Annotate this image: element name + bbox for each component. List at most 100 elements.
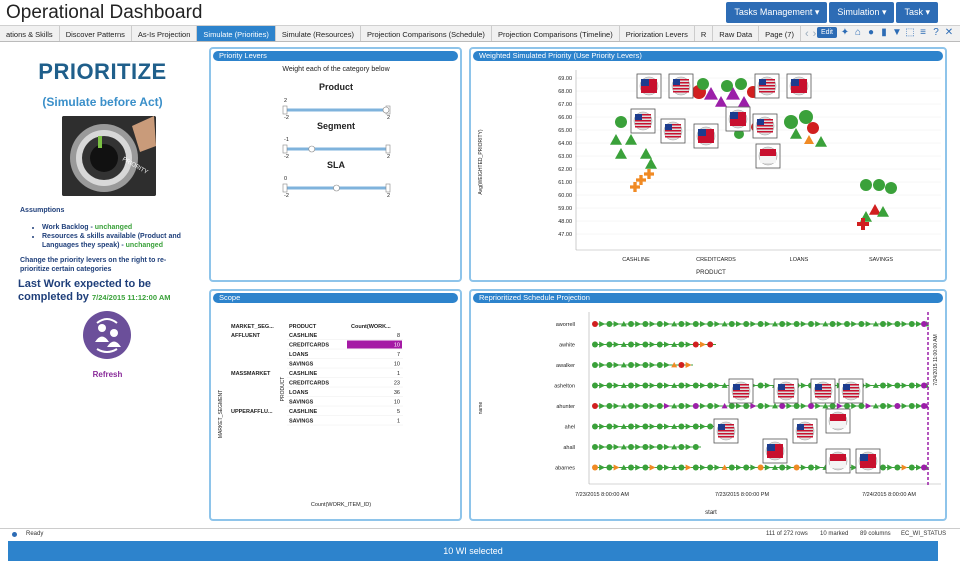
data-point[interactable] bbox=[851, 321, 858, 327]
data-point[interactable] bbox=[628, 464, 634, 471]
data-point[interactable] bbox=[671, 464, 678, 470]
flag-marker[interactable] bbox=[755, 143, 781, 169]
data-point[interactable] bbox=[606, 403, 613, 409]
data-point[interactable] bbox=[764, 321, 771, 327]
data-point[interactable] bbox=[901, 464, 908, 471]
data-point[interactable] bbox=[678, 382, 685, 389]
data-point[interactable] bbox=[707, 382, 714, 389]
data-point[interactable] bbox=[815, 321, 822, 327]
data-point[interactable] bbox=[908, 321, 915, 327]
data-point[interactable] bbox=[728, 403, 735, 409]
tab-item[interactable]: Raw Data bbox=[713, 26, 760, 41]
select-icon[interactable]: ⬚ bbox=[905, 26, 915, 38]
data-point[interactable] bbox=[908, 403, 915, 409]
data-point[interactable] bbox=[726, 87, 740, 100]
tab-item[interactable]: Projection Comparisons (Timeline) bbox=[492, 26, 620, 41]
tab-item[interactable]: Page (7) bbox=[759, 26, 801, 41]
flag-marker[interactable] bbox=[786, 73, 812, 99]
scope-count[interactable]: 7 bbox=[397, 352, 400, 358]
tab-item[interactable]: Simulate (Priorities) bbox=[197, 26, 276, 41]
data-point[interactable] bbox=[678, 321, 685, 327]
data-point[interactable] bbox=[671, 341, 678, 347]
data-point[interactable] bbox=[635, 444, 642, 450]
data-point[interactable] bbox=[592, 321, 598, 327]
data-point[interactable] bbox=[664, 464, 670, 471]
data-point[interactable] bbox=[685, 464, 692, 471]
scope-count[interactable]: 10 bbox=[394, 343, 400, 349]
data-point[interactable] bbox=[640, 148, 652, 159]
data-point[interactable] bbox=[615, 116, 627, 128]
data-point[interactable] bbox=[908, 464, 915, 471]
data-point[interactable] bbox=[707, 341, 714, 348]
data-point[interactable] bbox=[786, 464, 793, 471]
data-point[interactable] bbox=[700, 341, 706, 348]
data-point[interactable] bbox=[697, 78, 709, 90]
data-point[interactable] bbox=[743, 321, 750, 327]
data-point[interactable] bbox=[678, 444, 685, 450]
data-point[interactable] bbox=[685, 444, 692, 450]
data-point[interactable] bbox=[635, 464, 642, 471]
data-point[interactable] bbox=[880, 403, 886, 409]
data-point[interactable] bbox=[620, 341, 627, 347]
data-point[interactable] bbox=[599, 423, 606, 430]
flag-marker[interactable] bbox=[825, 408, 851, 434]
data-point[interactable] bbox=[613, 362, 620, 368]
data-point[interactable] bbox=[721, 80, 733, 92]
flag-marker[interactable] bbox=[725, 106, 751, 132]
data-point[interactable] bbox=[606, 321, 613, 327]
bookmark-icon[interactable]: ▮ bbox=[881, 26, 887, 38]
data-point[interactable] bbox=[620, 403, 627, 409]
data-point[interactable] bbox=[707, 321, 714, 327]
data-point[interactable] bbox=[671, 382, 678, 388]
data-point[interactable] bbox=[656, 444, 663, 450]
data-point[interactable] bbox=[592, 341, 598, 348]
data-point[interactable] bbox=[592, 362, 598, 368]
data-point[interactable] bbox=[721, 403, 728, 409]
data-point[interactable] bbox=[606, 444, 613, 450]
refresh-label[interactable]: Refresh bbox=[92, 370, 123, 379]
data-point[interactable] bbox=[592, 403, 598, 409]
data-point[interactable] bbox=[610, 134, 622, 145]
data-point[interactable] bbox=[685, 403, 692, 409]
data-point[interactable] bbox=[671, 321, 678, 327]
menu-icon[interactable]: ≡ bbox=[920, 26, 926, 38]
data-point[interactable] bbox=[692, 444, 699, 450]
data-point[interactable] bbox=[757, 464, 764, 471]
data-point[interactable] bbox=[606, 423, 613, 430]
data-point[interactable] bbox=[707, 464, 714, 471]
data-point[interactable] bbox=[613, 464, 620, 471]
help-icon[interactable]: ? bbox=[933, 26, 939, 38]
data-point[interactable] bbox=[649, 321, 656, 327]
data-point[interactable] bbox=[628, 382, 634, 389]
data-point[interactable] bbox=[628, 362, 634, 368]
flag-marker[interactable] bbox=[773, 378, 799, 404]
lever-thumb[interactable] bbox=[333, 184, 340, 192]
data-point[interactable] bbox=[678, 362, 685, 368]
data-point[interactable] bbox=[800, 321, 807, 327]
user-icon[interactable]: ● bbox=[867, 26, 875, 38]
data-point[interactable] bbox=[613, 382, 620, 389]
flag-marker[interactable] bbox=[855, 448, 881, 474]
data-point[interactable] bbox=[793, 321, 800, 327]
data-point[interactable] bbox=[656, 362, 663, 368]
data-point[interactable] bbox=[613, 341, 620, 348]
data-point[interactable] bbox=[599, 444, 606, 450]
data-point[interactable] bbox=[678, 423, 685, 430]
data-point[interactable] bbox=[865, 321, 872, 327]
flag-marker[interactable] bbox=[668, 73, 694, 99]
data-point[interactable] bbox=[714, 321, 721, 327]
data-point[interactable] bbox=[822, 403, 829, 409]
data-point[interactable] bbox=[836, 403, 843, 409]
flag-marker[interactable] bbox=[752, 113, 778, 139]
data-point[interactable] bbox=[894, 464, 901, 471]
data-point[interactable] bbox=[779, 321, 786, 327]
refresh-icon[interactable] bbox=[83, 311, 131, 359]
data-point[interactable] bbox=[894, 403, 901, 409]
data-point[interactable] bbox=[613, 321, 620, 327]
data-point[interactable] bbox=[750, 464, 757, 471]
tab-item[interactable]: Discover Patterns bbox=[60, 26, 132, 41]
flag-marker[interactable] bbox=[762, 438, 788, 464]
data-point[interactable] bbox=[750, 321, 757, 327]
data-point[interactable] bbox=[800, 403, 807, 409]
data-point[interactable] bbox=[877, 206, 889, 217]
